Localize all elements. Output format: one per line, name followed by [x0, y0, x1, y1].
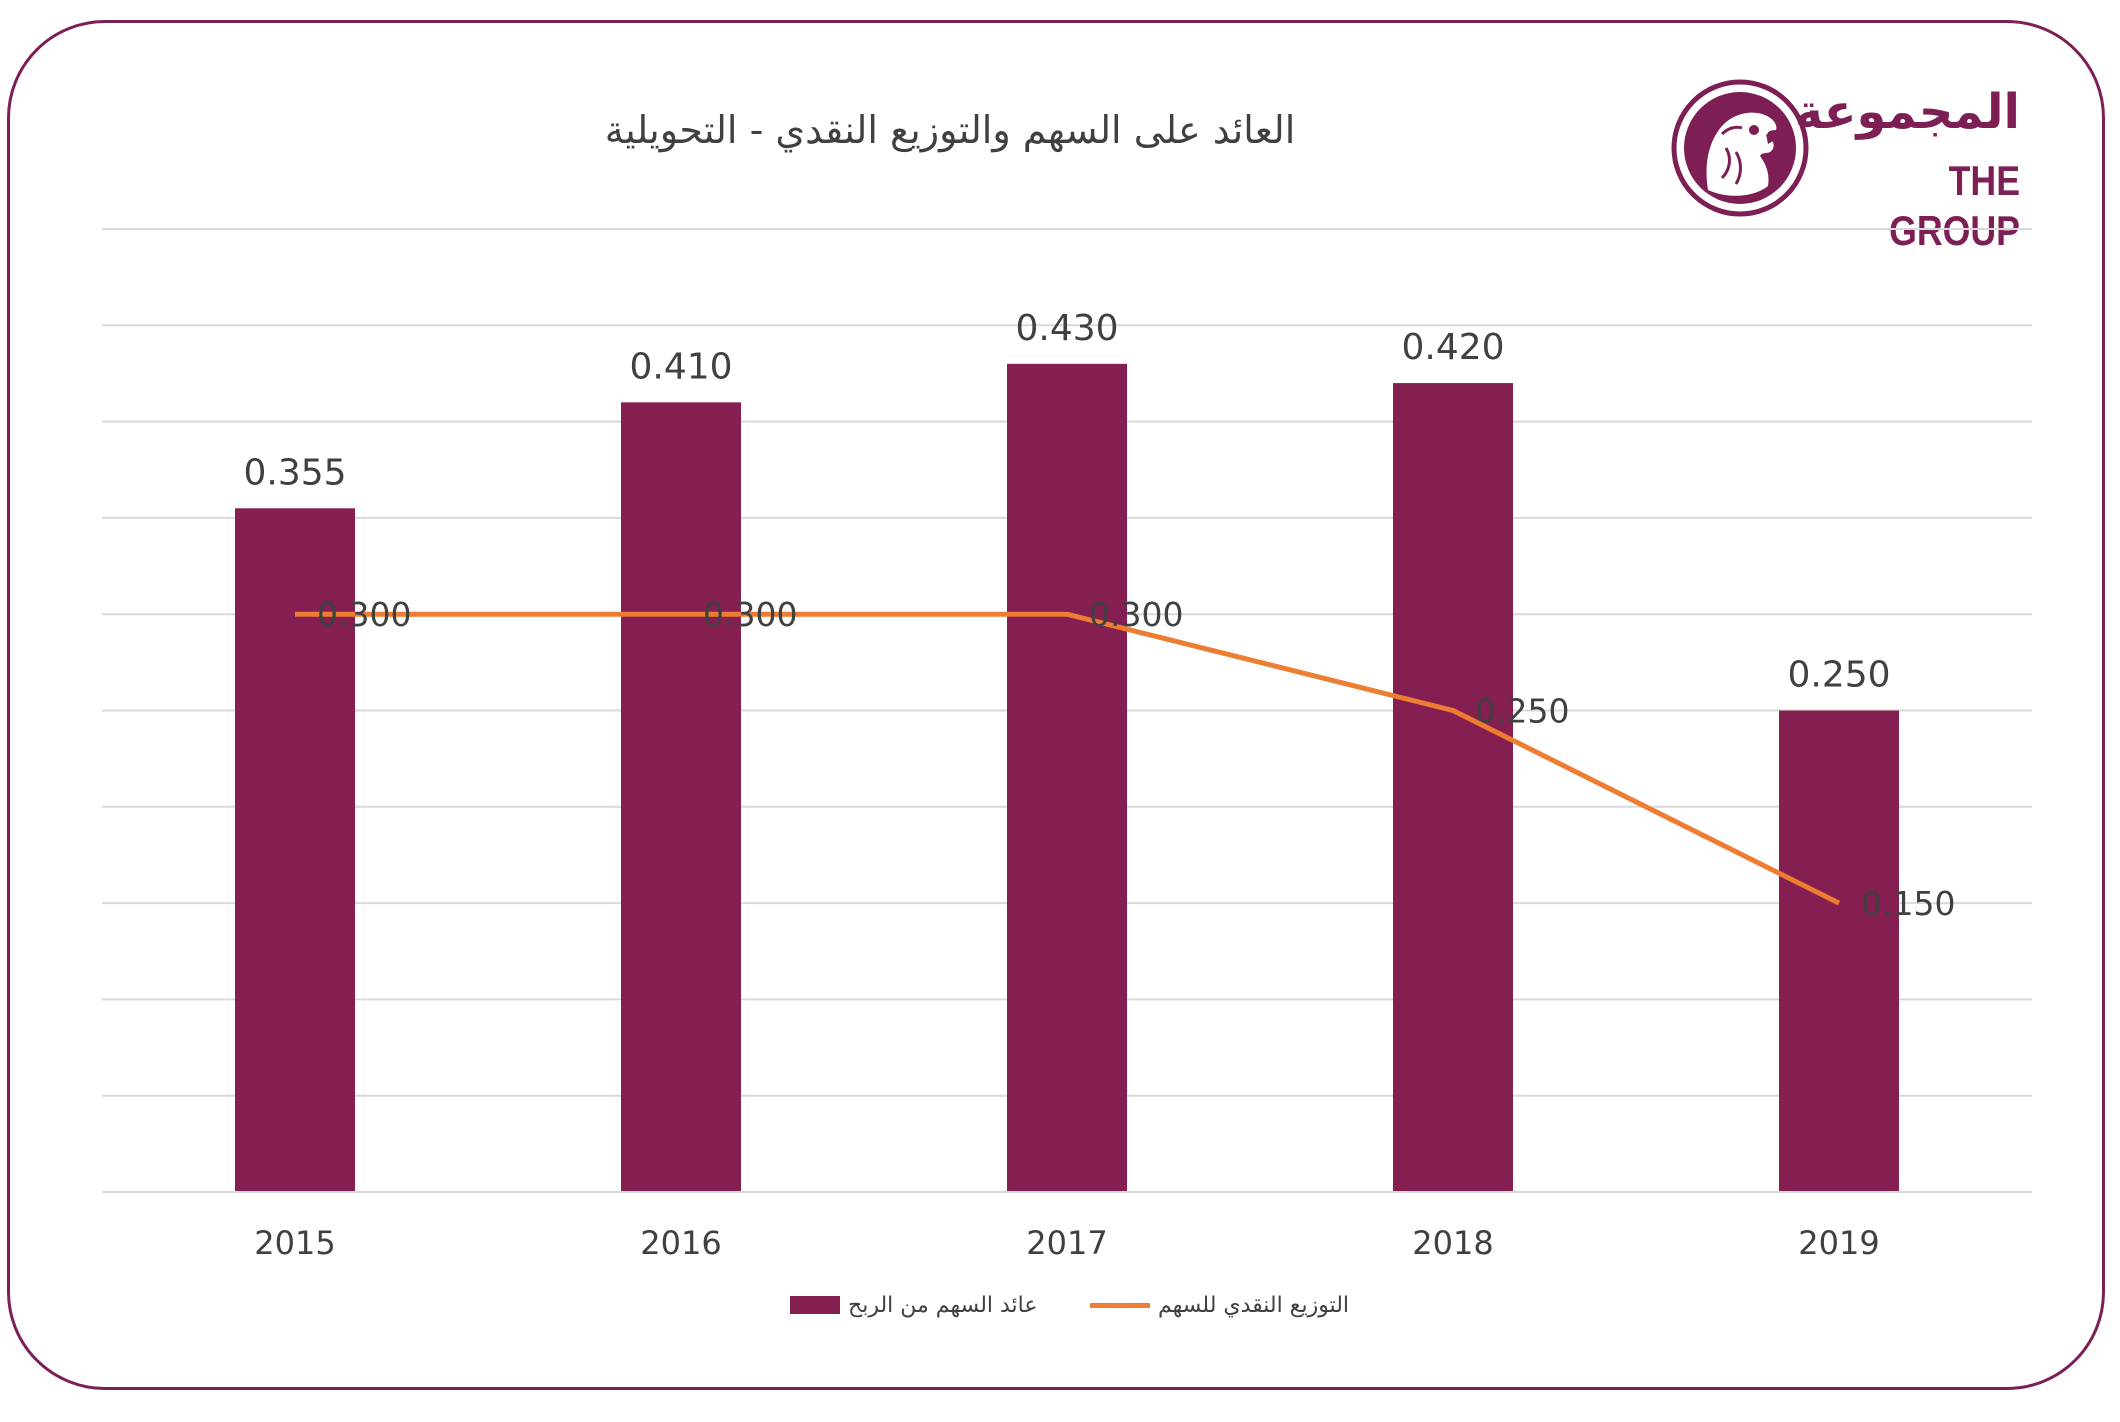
bar-value-label: 0.420: [1401, 327, 1504, 368]
legend-item-bars: عائد السهم من الربح: [790, 1290, 1038, 1320]
data-labels: 0.355 0.410 0.430 0.420 0.250 0.300 0.300 0.300…: [243, 308, 1955, 923]
x-tick-label: 2017: [1026, 1224, 1107, 1262]
x-tick-label: 2018: [1412, 1224, 1493, 1262]
bar-value-label: 0.250: [1787, 655, 1890, 696]
line-value-label: 0.300: [703, 595, 797, 634]
x-tick-label: 2015: [254, 1224, 335, 1262]
line-value-label: 0.300: [317, 595, 411, 634]
legend-bar-swatch: [790, 1296, 840, 1314]
chart-title: العائد على السهم والتوزيع النقدي - التحو…: [604, 108, 1296, 152]
legend-bar-label: عائد السهم من الربح: [848, 1292, 1038, 1318]
bars: [235, 363, 1899, 1193]
x-axis: 2015 2016 2017 2018 2019: [102, 1191, 2032, 1262]
legend-item-line: التوزيع النقدي للسهم: [1090, 1290, 1349, 1320]
chart-frame: [7, 20, 2105, 1390]
bar: [235, 508, 355, 1192]
company-logo: المجموعة THE GROUP: [1670, 78, 2030, 254]
bar-value-label: 0.430: [1015, 308, 1118, 349]
bar: [1779, 710, 1899, 1192]
x-tick-label: 2019: [1798, 1224, 1879, 1262]
bar-value-label: 0.410: [629, 346, 732, 387]
logo-arabic-text: المجموعة: [1794, 84, 2020, 140]
bar-value-label: 0.355: [243, 452, 346, 493]
legend: عائد السهم من الربح التوزيع النقدي للسهم…: [790, 1290, 1350, 1320]
legend-line-swatch: [1090, 1302, 1150, 1308]
line-value-label: 0.250: [1475, 692, 1569, 731]
bar: [1007, 363, 1127, 1192]
line-series: [294, 611, 1841, 906]
falcon-emblem-icon: [1671, 79, 1809, 217]
legend-line-label: التوزيع النقدي للسهم: [1158, 1292, 1350, 1318]
bar: [621, 402, 741, 1193]
logo-english-text: THE GROUP: [1889, 157, 2020, 254]
x-tick-label: 2016: [640, 1224, 721, 1262]
line-value-label: 0.300: [1089, 595, 1183, 634]
bar: [1393, 383, 1513, 1193]
line-value-label: 0.150: [1861, 884, 1955, 923]
